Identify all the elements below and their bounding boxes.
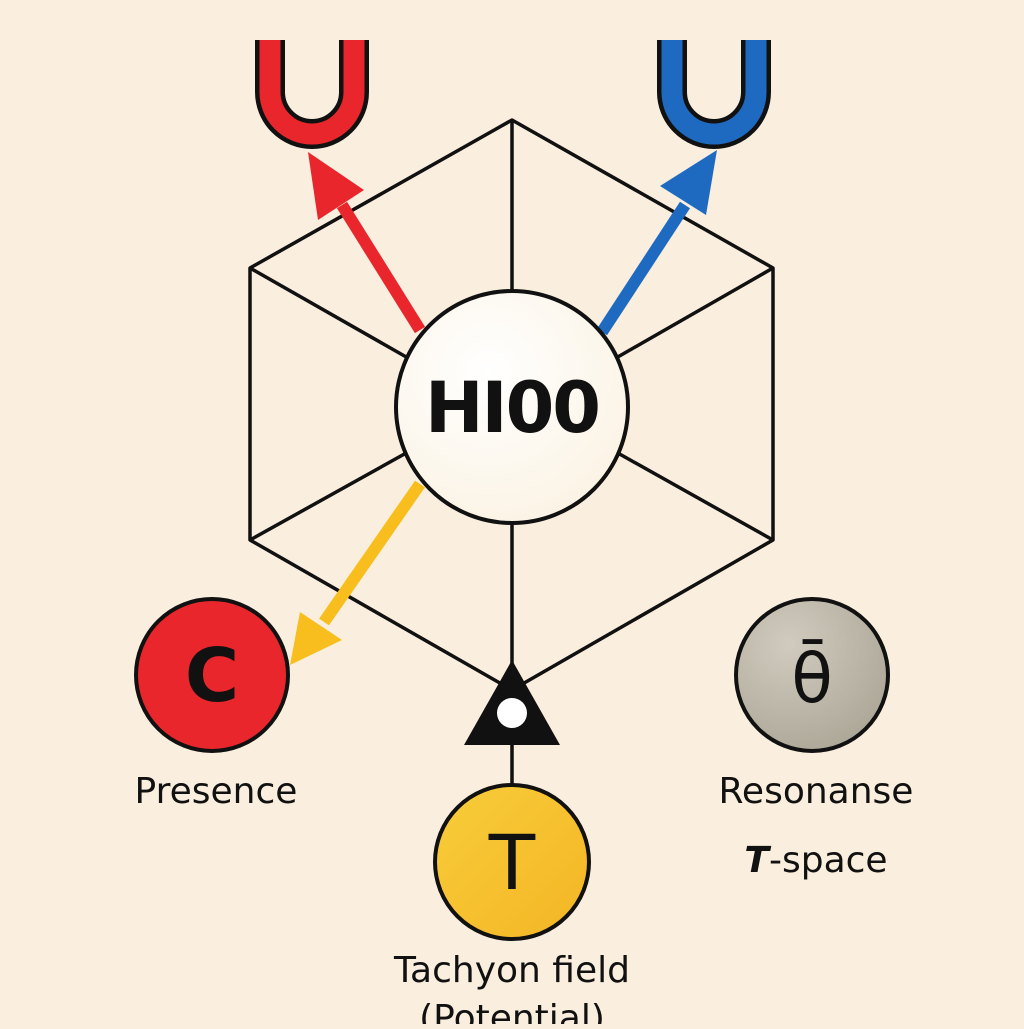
- center-node-label: HI00: [425, 367, 599, 449]
- spoke-lower-right: [615, 450, 774, 542]
- spoke-upper-left: [249, 266, 409, 360]
- tachyon-label-line1: Tachyon field: [393, 950, 630, 991]
- resonance-sublabel-italic: T: [744, 840, 771, 881]
- red-arrow: [308, 152, 426, 334]
- resonance-label: Resonanse: [719, 771, 914, 812]
- presence-node: C: [134, 597, 290, 753]
- u-magnet-icon-blue: [657, 40, 771, 149]
- tachyon-node-glyph: T: [488, 818, 536, 907]
- presence-label: Presence: [135, 771, 298, 812]
- tachyon-label-line2: (Potential): [419, 998, 605, 1024]
- tachyon-node: T: [433, 783, 591, 941]
- center-node: HI00: [394, 289, 630, 525]
- resonance-node-glyph: θ̄: [791, 639, 833, 719]
- resonance-node: θ̄: [734, 597, 890, 753]
- u-magnet-icon-red: [255, 40, 369, 149]
- spoke-upper-right: [615, 266, 774, 360]
- junction-triangle-icon: [464, 660, 560, 745]
- resonance-sublabel-rest: -space: [769, 840, 888, 881]
- presence-node-glyph: C: [185, 633, 239, 719]
- resonance-sublabel: T-space: [744, 840, 887, 881]
- blue-arrow: [596, 150, 717, 336]
- spoke-lower-left: [249, 450, 409, 542]
- yellow-arrow: [290, 480, 425, 665]
